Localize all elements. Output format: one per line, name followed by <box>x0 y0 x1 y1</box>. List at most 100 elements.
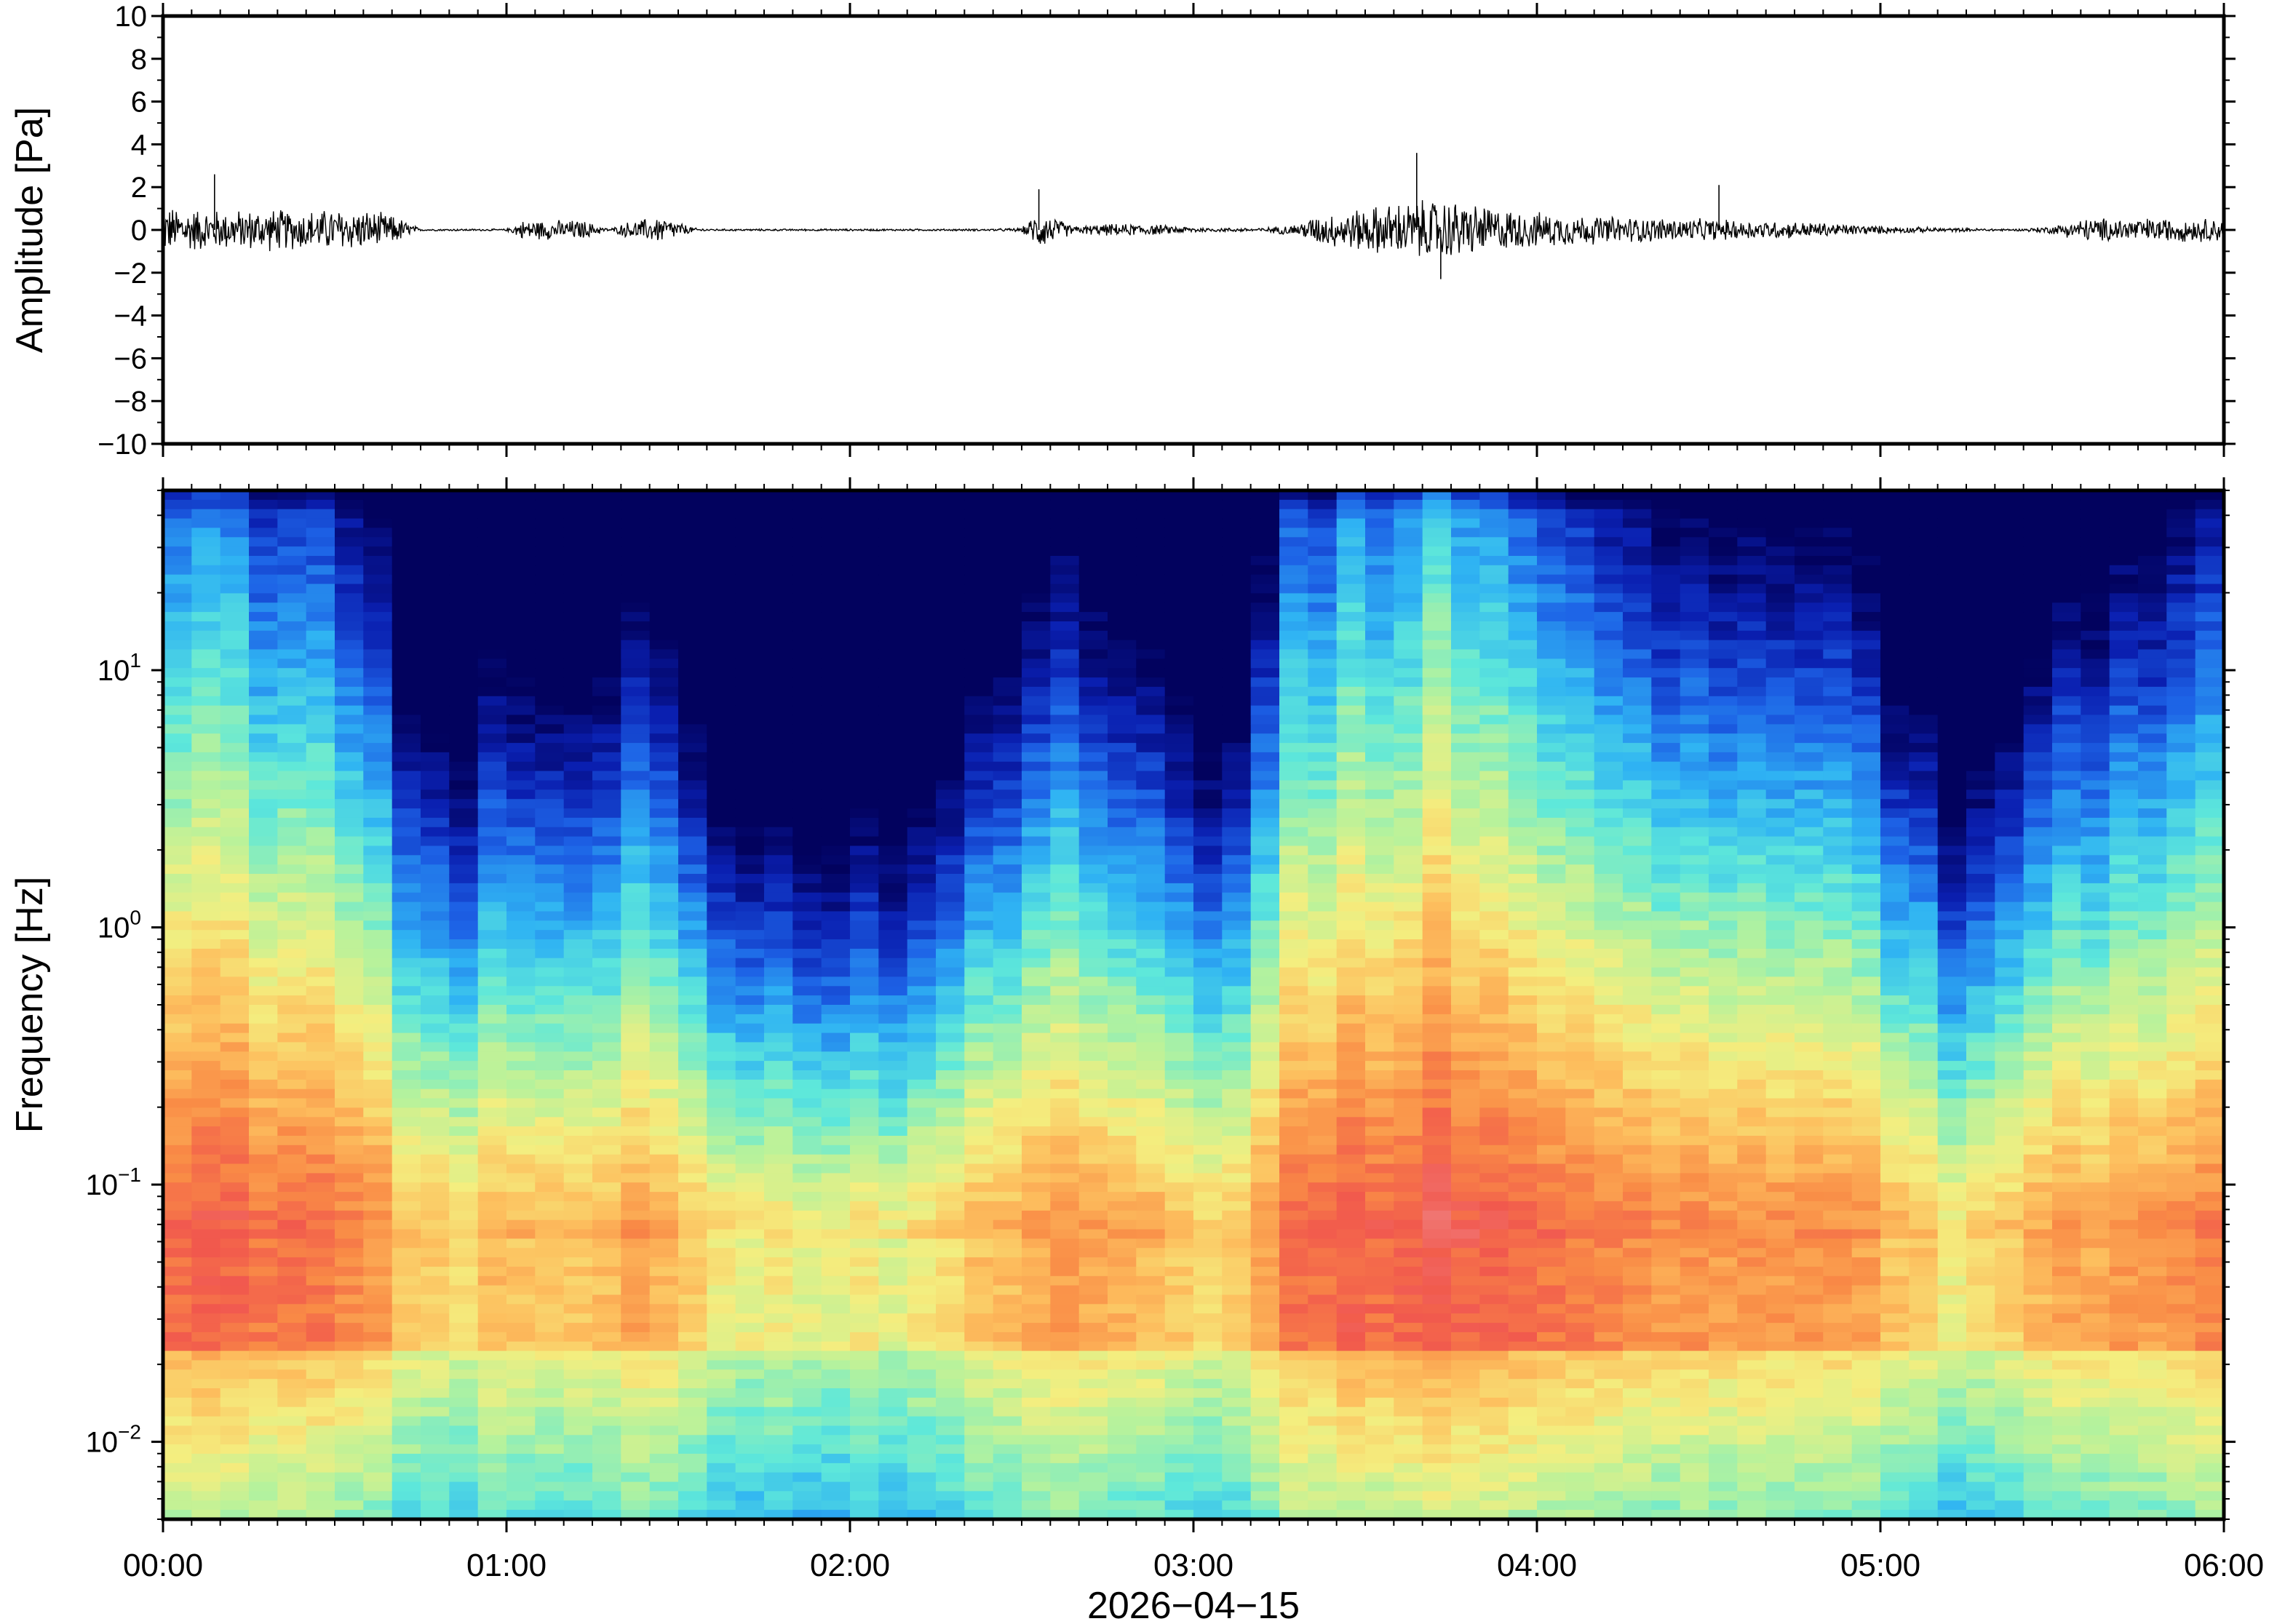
spectrogram-cell <box>1078 1079 1108 1090</box>
spectrogram-cell <box>421 715 450 725</box>
spectrogram-cell <box>964 948 994 959</box>
spectrogram-cell <box>678 1070 707 1080</box>
spectrogram-cell <box>1108 967 1137 978</box>
spectrogram-cell <box>764 1332 793 1342</box>
spectrogram-cell <box>993 1425 1022 1436</box>
spectrogram-cell <box>964 864 994 875</box>
spectrogram-cell <box>907 537 937 547</box>
spectrogram-cell <box>707 715 736 725</box>
spectrogram-cell <box>1050 1117 1080 1127</box>
spectrogram-cell <box>563 930 593 940</box>
spectrogram-cell <box>936 1088 965 1099</box>
spectrogram-cell <box>1108 1117 1137 1127</box>
spectrogram-cell <box>249 1229 278 1239</box>
spectrogram-cell <box>1336 696 1366 706</box>
spectrogram-cell <box>821 612 851 622</box>
spectrogram-cell <box>306 546 335 557</box>
spectrogram-cell <box>1164 1332 1194 1342</box>
spectrogram-cell <box>1365 668 1394 678</box>
spectrogram-cell <box>1250 640 1280 650</box>
spectrogram-cell <box>163 1257 192 1267</box>
spectrogram-cell <box>335 827 364 837</box>
spectrogram-cell <box>878 1032 908 1043</box>
spectrogram-cell <box>1308 743 1338 753</box>
spectrogram-cell <box>421 1126 450 1137</box>
spectrogram-cell <box>907 1107 937 1118</box>
spectrogram-cell <box>850 1454 879 1464</box>
spectrogram-cell <box>535 1219 565 1230</box>
spectrogram-cell <box>792 743 822 753</box>
spectrogram-cell <box>1308 976 1338 987</box>
spectrogram-cell <box>421 1472 450 1483</box>
spectrogram-cell <box>335 976 364 987</box>
spectrogram-cell <box>1365 612 1394 622</box>
spectrogram-cell <box>1279 1304 1308 1314</box>
spectrogram-cell <box>1164 1023 1194 1034</box>
spectrogram-cell <box>1365 1388 1394 1398</box>
spectrogram-cell <box>1250 1350 1280 1361</box>
spectrogram-cell <box>707 1350 736 1361</box>
spectrogram-cell <box>792 1014 822 1024</box>
spectrogram-cell <box>191 1088 221 1099</box>
spectrogram-cell <box>850 1061 879 1071</box>
spectrogram-cell <box>1050 995 1080 1006</box>
spectrogram-cell <box>191 1051 221 1062</box>
spectrogram-cell <box>477 715 507 725</box>
spectrogram-cell <box>707 1210 736 1221</box>
spectrogram-cell <box>878 630 908 641</box>
spectrogram-cell <box>735 602 765 613</box>
spectrogram-cell <box>1078 1462 1108 1473</box>
spectrogram-cell <box>592 715 621 725</box>
spectrogram-cell <box>1336 1472 1366 1483</box>
spectrogram-cell <box>792 1275 822 1286</box>
spectrogram-cell <box>163 1088 192 1099</box>
spectrogram-cell <box>535 1360 565 1370</box>
spectrogram-cell <box>1193 1079 1223 1090</box>
spectrogram-cell <box>621 1388 651 1398</box>
spectrogram-cell <box>1394 528 1423 538</box>
spectrogram-cell <box>220 864 250 875</box>
spectrogram-cell <box>220 1435 250 1445</box>
spectrogram-cell <box>163 1341 192 1352</box>
spectrogram-cell <box>1022 1481 1051 1492</box>
spectrogram-cell <box>335 883 364 893</box>
spectrogram-cell <box>1078 1248 1108 1258</box>
spectrogram-cell <box>1193 883 1223 893</box>
spectrogram-cell <box>449 799 479 809</box>
spectrogram-cell <box>1250 705 1280 716</box>
spectrogram-cell <box>821 1350 851 1361</box>
spectrogram-cell <box>163 761 192 772</box>
spectrogram-cell <box>306 864 335 875</box>
spectrogram-cell <box>191 1248 221 1258</box>
spectrogram-cell <box>220 696 250 706</box>
spectrogram-cell <box>506 612 536 622</box>
spectrogram-cell <box>477 696 507 706</box>
spectrogram-cell <box>421 1079 450 1090</box>
spectrogram-cell <box>821 733 851 744</box>
spectrogram-cell <box>1078 761 1108 772</box>
spectrogram-cell <box>964 1117 994 1127</box>
spectrogram-cell <box>220 845 250 856</box>
spectrogram-cell <box>563 827 593 837</box>
spectrogram-cell <box>191 1229 221 1239</box>
spectrogram-cell <box>792 668 822 678</box>
spectrogram-cell <box>1422 715 1452 725</box>
spectrogram-cell <box>535 901 565 912</box>
spectrogram-cell <box>993 593 1022 603</box>
spectrogram-cell <box>249 1454 278 1464</box>
spectrogram-cell <box>850 883 879 893</box>
spectrogram-cell <box>277 780 307 790</box>
spectrogram-cell <box>363 1472 393 1483</box>
spectrogram-cell <box>1336 1462 1366 1473</box>
spectrogram-cell <box>421 1313 450 1324</box>
spectrogram-cell <box>535 518 565 529</box>
spectrogram-cell <box>1193 499 1223 510</box>
spectrogram-cell <box>1222 1257 1252 1267</box>
spectrogram-cell <box>1136 509 1166 520</box>
spectrogram-cell <box>1250 1051 1280 1062</box>
spectrogram-cell <box>1422 1266 1452 1277</box>
spectrogram-cell <box>649 901 679 912</box>
spectrogram-cell <box>335 1201 364 1211</box>
spectrogram-cell <box>477 1425 507 1436</box>
spectrogram-cell <box>592 1294 621 1305</box>
